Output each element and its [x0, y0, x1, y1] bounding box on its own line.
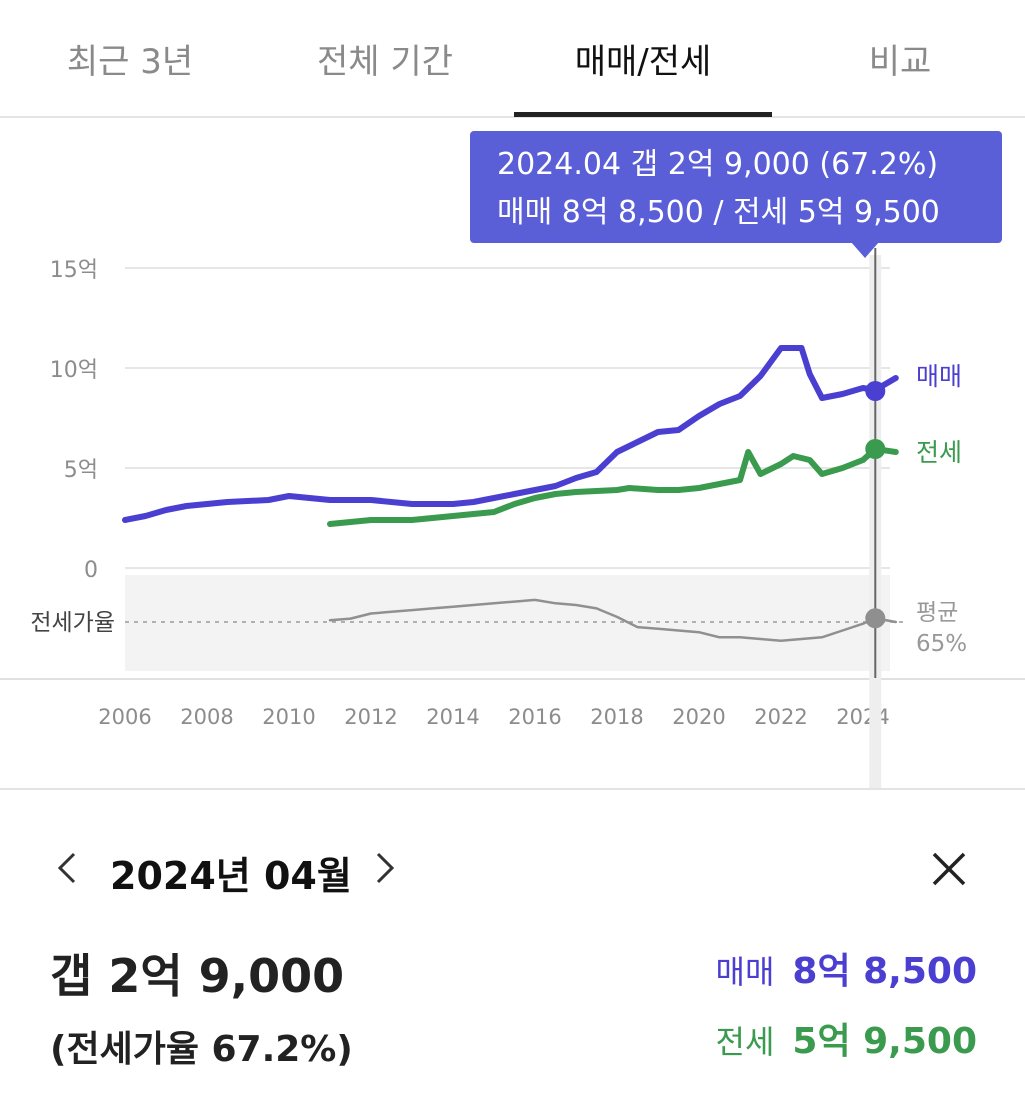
y-tick-label: 0	[84, 558, 98, 583]
ratio-band	[125, 575, 890, 671]
tab-compare[interactable]: 비교	[868, 42, 932, 82]
x-tick-label: 2020	[672, 705, 725, 729]
series-line-0	[122, 345, 899, 523]
tab-all-period[interactable]: 전체 기간	[317, 42, 453, 82]
tooltip-pointer	[851, 242, 879, 258]
legend-jeonse: 전세	[916, 438, 962, 467]
jeonse-price-row: 전세 5억 9,500	[716, 1012, 977, 1064]
y-tick-label: 10억	[50, 358, 98, 383]
x-tick-label: 2006	[98, 705, 151, 729]
x-tick-label: 2008	[180, 705, 233, 729]
x-tick-label: 2010	[262, 705, 315, 729]
legend-sale: 매매	[916, 362, 962, 391]
active-tab-indicator	[514, 112, 772, 117]
x-tick-label: 2012	[344, 705, 397, 729]
jeonse-label: 전세	[715, 1023, 775, 1061]
x-tick-label: 2022	[754, 705, 807, 729]
tab-recent-3y[interactable]: 최근 3년	[66, 42, 194, 82]
ratio-average-value: 65%	[916, 631, 967, 657]
highlight-point-sale	[865, 381, 886, 401]
x-tick-label: 2016	[508, 705, 561, 729]
tooltip-line-prices: 매매 8억 8,500 / 전세 5억 9,500	[497, 195, 940, 230]
ratio-axis-label: 전세가율	[30, 610, 115, 636]
sale-price-row: 매매 8억 8,500	[716, 942, 977, 994]
jeonse-value: 5억 9,500	[792, 1021, 977, 1062]
sale-label: 매매	[715, 953, 775, 991]
chart-tooltip: 2024.04 갭 2억 9,000 (67.2%) 매매 8억 8,500 /…	[470, 131, 1002, 243]
x-tick-label: 2024	[836, 705, 889, 729]
period-tabs: 최근 3년 전체 기간 매매/전세 비교	[0, 0, 1025, 118]
series-line-2	[328, 598, 898, 642]
tooltip-line-gap: 2024.04 갭 2억 9,000 (67.2%)	[497, 147, 939, 182]
chevron-right-icon[interactable]	[366, 850, 402, 886]
jeonse-ratio: (전세가율 67.2%)	[50, 1029, 353, 1070]
tab-sale-jeonse[interactable]: 매매/전세	[574, 42, 712, 82]
sale-value: 8억 8,500	[792, 951, 977, 992]
highlight-point-ratio	[865, 608, 886, 629]
series-line-1	[327, 446, 899, 527]
chevron-left-icon[interactable]	[50, 850, 86, 886]
selected-period: 2024년 04월	[110, 854, 352, 898]
highlight-point-jeonse	[865, 439, 886, 459]
x-tick-label: 2014	[426, 705, 479, 729]
x-tick-label: 2018	[590, 705, 643, 729]
detail-panel: 2024년 04월 갭 2억 9,000 (전세가율 67.2%) 매매 8억 8…	[0, 790, 1025, 1099]
ratio-average-label: 평균	[916, 600, 958, 626]
section-divider	[0, 788, 1025, 790]
y-tick-label: 15억	[50, 258, 98, 283]
close-icon[interactable]	[928, 848, 970, 890]
gap-amount: 갭 2억 9,000	[50, 949, 345, 1003]
y-tick-label: 5억	[64, 458, 98, 483]
price-chart[interactable]: 15억 10억 5억 0 전세가율 평균 65% 2006 2008 2010 2012 2014 20…	[0, 118, 1025, 790]
